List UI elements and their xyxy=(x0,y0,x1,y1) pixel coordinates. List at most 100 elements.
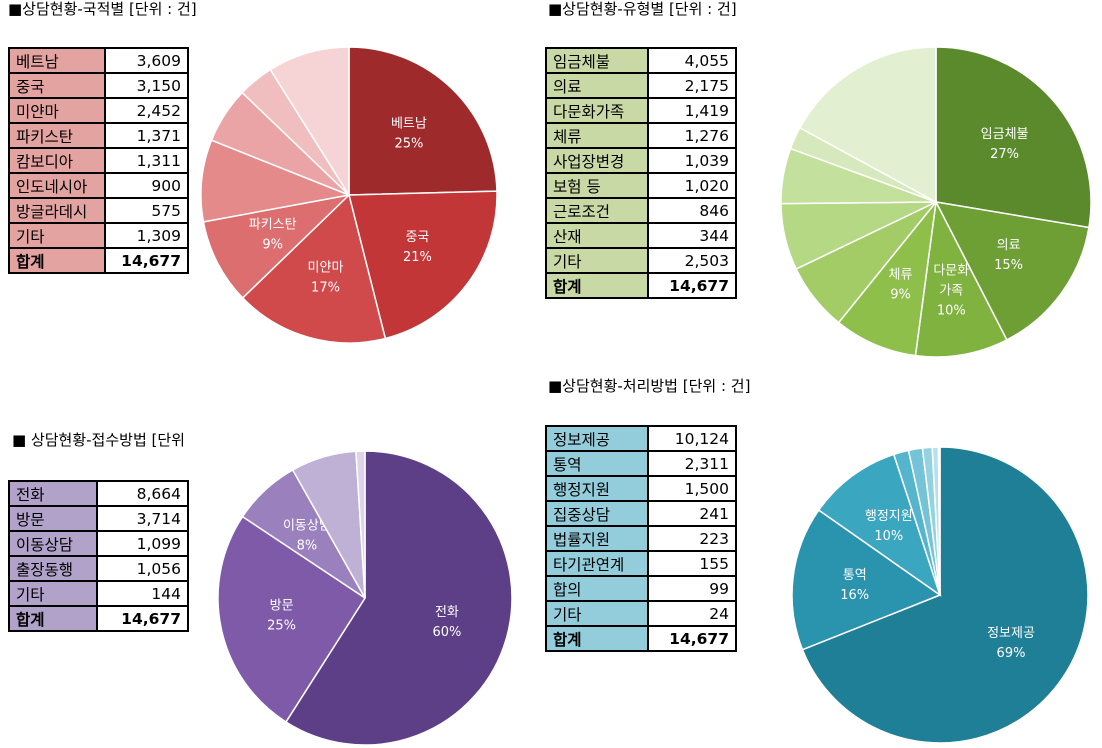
row-value: 3,609 xyxy=(103,47,190,74)
title-processing: ■상담현황-처리방법 [단위 : 건] xyxy=(548,377,751,395)
total-label: 합계 xyxy=(8,247,106,274)
total-label: 합계 xyxy=(8,605,98,632)
pie-slice xyxy=(348,190,498,340)
row-label: 임금체불 xyxy=(545,47,649,74)
row-value: 1,099 xyxy=(95,530,190,557)
table-row: 보험 등 1,020 xyxy=(545,172,738,199)
row-value: 1,419 xyxy=(646,97,738,124)
row-value: 99 xyxy=(646,575,738,602)
row-label: 이동상담 xyxy=(8,530,98,557)
table-row: 법률지원 223 xyxy=(545,525,738,552)
slice-label: 미얀마 17% xyxy=(308,261,344,296)
total-value: 14,677 xyxy=(646,625,738,652)
row-value: 575 xyxy=(103,197,190,224)
pie-slice xyxy=(348,46,498,196)
slice-label: 행정지원 10% xyxy=(865,508,913,544)
slice-label: 전화 60% xyxy=(432,605,461,640)
table-row: 사업장변경 1,039 xyxy=(545,147,738,174)
row-label: 인도네시아 xyxy=(8,172,106,199)
total-value: 14,677 xyxy=(103,247,190,274)
row-label: 베트남 xyxy=(8,47,106,74)
row-value: 1,039 xyxy=(646,147,738,174)
slice-label: 의료 15% xyxy=(994,238,1023,273)
row-label: 정보제공 xyxy=(545,425,649,452)
table-row: 집중상담 241 xyxy=(545,500,738,527)
table-row: 기타 2,503 xyxy=(545,247,738,274)
pie-slice xyxy=(202,193,352,300)
row-value: 846 xyxy=(646,197,738,224)
row-label: 근로조건 xyxy=(545,197,649,224)
table-row: 인도네시아 900 xyxy=(8,172,190,199)
row-value: 3,714 xyxy=(95,505,190,532)
row-value: 1,309 xyxy=(103,222,190,249)
pie-slice xyxy=(937,446,941,596)
row-label: 사업장변경 xyxy=(545,147,649,174)
total-label: 합계 xyxy=(545,272,649,299)
table-row: 타기관연계 155 xyxy=(545,550,738,577)
row-value: 2,311 xyxy=(646,450,738,477)
table-row: 다문화가족 1,419 xyxy=(545,97,738,124)
row-label: 합의 xyxy=(545,575,649,602)
row-value: 241 xyxy=(646,500,738,527)
row-value: 223 xyxy=(646,525,738,552)
total-label: 합계 xyxy=(545,625,649,652)
pie-slice xyxy=(284,450,513,746)
row-label: 미얀마 xyxy=(8,97,106,124)
pie-slice xyxy=(355,450,366,599)
slice-label: 체류 9% xyxy=(889,268,913,303)
row-label: 통역 xyxy=(545,450,649,477)
table-row: 방글라데시 575 xyxy=(8,197,190,224)
row-label: 행정지원 xyxy=(545,475,649,502)
row-label: 의료 xyxy=(545,72,649,99)
row-value: 24 xyxy=(646,600,738,627)
table-processing: 정보제공 10,124 통역 2,311 행정지원 1,500 집중상담 241 법률지원 223… xyxy=(545,425,738,652)
row-label: 기타 xyxy=(545,600,649,627)
pie-slice xyxy=(817,453,942,597)
row-label: 출장동행 xyxy=(8,555,98,582)
row-label: 방글라데시 xyxy=(8,197,106,224)
table-row: 기타 1,309 xyxy=(8,222,190,249)
pie-slice xyxy=(801,446,1089,744)
table-row: 파키스탄 1,371 xyxy=(8,122,190,149)
slice-label: 베트남 25% xyxy=(391,117,427,152)
slice-label: 임금체불 27% xyxy=(981,127,1029,162)
table-row: 의료 2,175 xyxy=(545,72,738,99)
row-value: 155 xyxy=(646,550,738,577)
row-value: 2,452 xyxy=(103,97,190,124)
row-label: 파키스탄 xyxy=(8,122,106,149)
table-row: 임금체불 4,055 xyxy=(545,47,738,74)
row-label: 기타 xyxy=(8,222,106,249)
pie-slice xyxy=(200,139,352,223)
slice-label: 통역 16% xyxy=(840,568,869,603)
row-value: 3,150 xyxy=(103,72,190,99)
row-label: 타기관연계 xyxy=(545,550,649,577)
title-type: ■상담현황-유형별 [단위 : 건] xyxy=(548,0,737,18)
row-label: 체류 xyxy=(545,122,649,149)
pie-slice xyxy=(837,199,938,357)
table-row: 기타 24 xyxy=(545,600,738,627)
table-row: 기타 144 xyxy=(8,580,190,607)
row-label: 산재 xyxy=(545,222,649,249)
slice-label: 방문 25% xyxy=(267,599,296,634)
row-value: 10,124 xyxy=(646,425,738,452)
row-label: 집중상담 xyxy=(545,500,649,527)
row-value: 344 xyxy=(646,222,738,249)
table-row: 통역 2,311 xyxy=(545,450,738,477)
row-label: 방문 xyxy=(8,505,98,532)
row-value: 1,020 xyxy=(646,172,738,199)
table-row: 중국 3,150 xyxy=(8,72,190,99)
row-value: 1,056 xyxy=(95,555,190,582)
pie-slice xyxy=(241,193,387,344)
table-type: 임금체불 4,055 의료 2,175 다문화가족 1,419 체류 1,276 사업장변경 1,… xyxy=(545,47,738,299)
pie-slice xyxy=(269,46,350,198)
table-row: 정보제공 10,124 xyxy=(545,425,738,452)
table-method: 전화 8,664 방문 3,714 이동상담 1,099 출장동행 1,056 기타 144 합계 1… xyxy=(8,480,190,632)
slice-label: 파키스탄 9% xyxy=(249,217,297,252)
table-total-row: 합계 14,677 xyxy=(8,247,190,274)
slice-label: 이동상담 8% xyxy=(283,519,331,554)
title-method: ■ 상담현황-접수방법 [단위 xyxy=(12,431,185,449)
row-value: 2,503 xyxy=(646,247,738,274)
